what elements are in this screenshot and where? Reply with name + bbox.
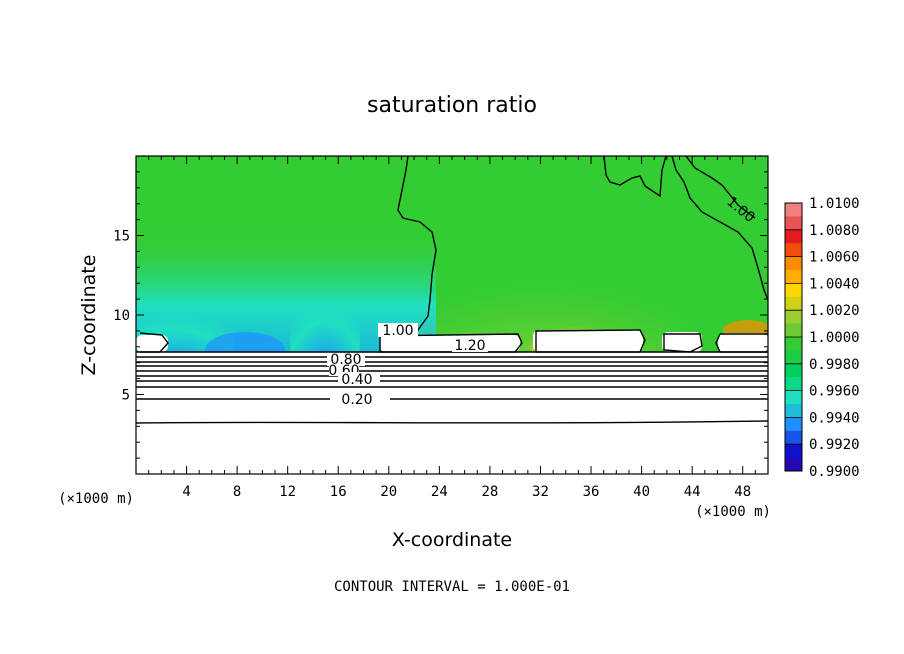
y-tick-label: 15 [113, 229, 130, 245]
y-tick-label: 5 [122, 388, 130, 404]
x-axis-title: X-coordinate [392, 529, 512, 551]
colorbar-swatch-shade [785, 350, 802, 364]
colorbar-swatch-shade [785, 404, 802, 418]
y-tick-label: 10 [113, 308, 130, 324]
x-tick-label: 40 [633, 484, 650, 500]
heatmap-field [136, 156, 768, 474]
colorbar-swatch-shade [785, 270, 802, 284]
colorbar-swatch [785, 337, 802, 364]
x-tick-label: 28 [481, 484, 498, 500]
x-tick-label: 32 [532, 484, 549, 500]
colorbar-label: 1.0080 [809, 223, 860, 239]
x-tick-label: 16 [330, 484, 347, 500]
x-tick-label: 4 [182, 484, 190, 500]
colorbar-swatch-shade [785, 457, 802, 471]
colorbar-label: 1.0060 [809, 250, 860, 266]
colorbar-swatch [785, 203, 802, 230]
contour-labels: 1.00 1.20 1.00 0.80 0.60 0.40 0.20 [327, 194, 758, 408]
x-tick-label: 24 [431, 484, 448, 500]
x-tick-label: 44 [684, 484, 701, 500]
colorbar-swatch [785, 390, 802, 418]
colorbar-swatch [785, 283, 802, 311]
x-tick-label: 48 [734, 484, 751, 500]
colorbar-swatch [785, 444, 802, 471]
colorbar-label: 1.0000 [809, 330, 860, 346]
contour-lines [136, 156, 768, 424]
contour-label: 1.00 [382, 323, 413, 339]
colorbar-swatch [785, 363, 802, 391]
y-axis-title: Z-coordinate [78, 255, 100, 376]
colorbar-label: 1.0020 [809, 303, 860, 319]
contour-label: 0.40 [341, 372, 372, 388]
colorbar-label: 1.0100 [809, 196, 860, 212]
x-tick-label: 36 [583, 484, 600, 500]
colorbar-swatch-shade [785, 243, 802, 257]
chart-title: saturation ratio [367, 93, 537, 118]
y-axis: 5 10 15 [113, 171, 768, 459]
x-tick-label: 20 [380, 484, 397, 500]
colorbar-swatch-shade [785, 296, 802, 311]
colorbar-swatch-shade [785, 216, 802, 230]
colorbar-label: 0.9980 [809, 357, 860, 373]
colorbar-swatch [785, 256, 802, 284]
x-axis: 4 8 12 16 20 24 28 32 36 40 44 48 [148, 156, 756, 500]
colorbar-label: 0.9900 [809, 464, 860, 480]
x-tick-label: 12 [279, 484, 296, 500]
contour-interval-note: CONTOUR INTERVAL = 1.000E-01 [334, 579, 570, 595]
colorbar-swatch-shade [785, 323, 802, 337]
contour-label: 0.20 [341, 392, 372, 408]
colorbar-label: 1.0040 [809, 276, 860, 292]
x-unit-label-right: (×1000 m) [695, 504, 771, 520]
x-unit-label-left: (×1000 m) [58, 491, 134, 507]
colorbar-swatch [785, 310, 802, 337]
contour-label: 1.20 [454, 338, 485, 354]
colorbar-swatch-shade [785, 377, 802, 391]
x-tick-label: 8 [233, 484, 241, 500]
colorbar-label: 0.9920 [809, 437, 860, 453]
colorbar-label: 0.9960 [809, 384, 860, 400]
colorbar-swatch [785, 417, 802, 445]
colorbar-label: 0.9940 [809, 410, 860, 426]
colorbar: 1.0100 1.0080 1.0060 1.0040 1.0020 1.0000 0.99… [784, 196, 860, 480]
colorbar-swatch [785, 229, 802, 257]
colorbar-swatch-shade [785, 430, 802, 445]
